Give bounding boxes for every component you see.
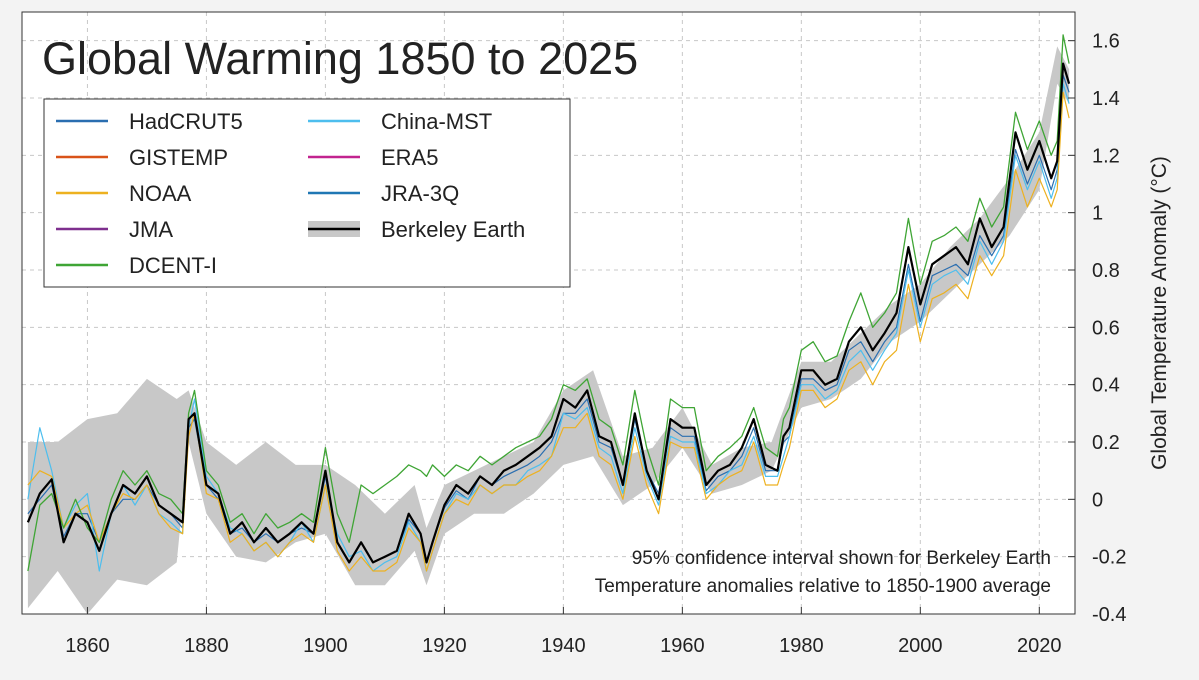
series-line-dcent-i [27, 34, 1070, 572]
x-tick-label: 1900 [303, 635, 348, 657]
legend-item-era5: ERA5 [308, 145, 438, 170]
legend-label: JRA-3Q [381, 181, 459, 206]
legend-item-jma: JMA [56, 217, 173, 242]
y-tick-label: 1.6 [1092, 31, 1120, 53]
legend-box [43, 98, 571, 288]
legend-item-dcent-i: DCENT-I [56, 253, 217, 278]
y-tick-label: 0.4 [1092, 375, 1120, 397]
legend: HadCRUT5 GISTEMP NOAA JMA DCENT-I China-MST ER… [43, 98, 571, 288]
y-tick-label: 0 [1092, 489, 1103, 511]
x-tick-label: 1960 [660, 635, 705, 657]
x-tick-label: 1860 [65, 635, 110, 657]
y-tick-label: 1.2 [1092, 145, 1120, 167]
legend-label: JMA [129, 217, 173, 242]
legend-label: ERA5 [381, 145, 438, 170]
y-tick-label: 1.4 [1092, 88, 1120, 110]
legend-label: China-MST [381, 109, 492, 134]
legend-item-jra-3q: JRA-3Q [308, 181, 459, 206]
berkeley-confidence-band [27, 46, 1070, 614]
confidence-band-layer [27, 46, 1070, 614]
legend-item-noaa: NOAA [56, 181, 192, 206]
legend-items: HadCRUT5 GISTEMP NOAA JMA DCENT-I China-MST ER… [56, 109, 525, 278]
legend-label: Berkeley Earth [381, 217, 525, 242]
legend-item-hadcrut5: HadCRUT5 [56, 109, 243, 134]
y-tick-label: 0.2 [1092, 432, 1120, 454]
y-tick-label: -0.2 [1092, 547, 1126, 569]
y-tick-label: -0.4 [1092, 604, 1126, 626]
x-tick-label: 1940 [541, 635, 586, 657]
x-tick-label: 1920 [422, 635, 467, 657]
y-axis: -0.4 -0.2 0 0.2 0.4 0.6 0.8 1 1.2 1.4 1.6 [1068, 31, 1126, 626]
annotation-confidence: 95% confidence interval shown for Berkel… [632, 548, 1051, 569]
chart-title: Global Warming 1850 to 2025 [42, 33, 638, 84]
legend-label: GISTEMP [129, 145, 228, 170]
series-line-berkeley-earth [26, 62, 1071, 564]
legend-item-berkeley-earth: Berkeley Earth [308, 217, 525, 242]
y-tick-label: 0.8 [1092, 260, 1120, 282]
x-tick-label: 2020 [1017, 635, 1062, 657]
legend-label: HadCRUT5 [129, 109, 243, 134]
series-layer [26, 34, 1071, 572]
y-tick-label: 0.6 [1092, 317, 1120, 339]
legend-label: DCENT-I [129, 253, 217, 278]
y-tick-label: 1 [1092, 203, 1103, 225]
plot-frame [21, 11, 1076, 615]
legend-item-gistemp: GISTEMP [56, 145, 228, 170]
legend-label: NOAA [129, 181, 192, 206]
x-tick-label: 2000 [898, 635, 943, 657]
annotation-baseline: Temperature anomalies relative to 1850-1… [595, 576, 1051, 597]
x-tick-label: 1980 [779, 635, 824, 657]
x-tick-label: 1880 [184, 635, 229, 657]
legend-item-china-mst: China-MST [308, 109, 492, 134]
y-axis-label: Global Temperature Anomaly (°C) [1148, 156, 1171, 470]
x-axis: 1860 1880 1900 1920 1940 1960 1980 2000 2020 [65, 607, 1062, 657]
